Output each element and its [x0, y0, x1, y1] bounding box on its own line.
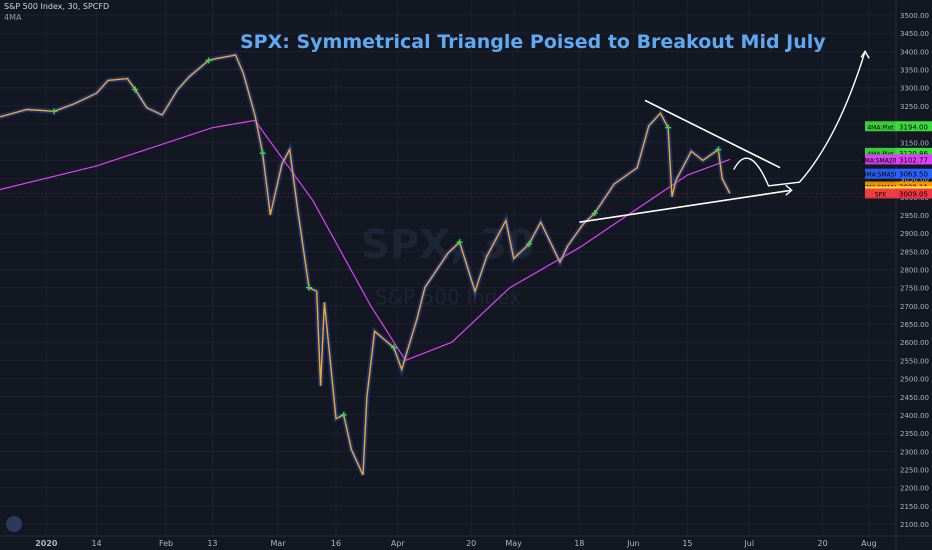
y-tick-label: 2800.00: [900, 267, 929, 275]
spx-price-line[interactable]: [0, 54, 731, 476]
signal-marker: [132, 86, 139, 93]
x-tick-label: 13: [207, 539, 217, 548]
price-label-value: 3194.00: [899, 123, 928, 131]
signal-marker: [715, 146, 722, 153]
y-tick-label: 3500.00: [900, 12, 929, 20]
y-tick-label: 2200.00: [900, 485, 929, 493]
x-tick-label: May: [505, 539, 522, 548]
signal-marker: [665, 124, 672, 131]
signal-marker: [591, 210, 598, 217]
price-label-name: 4MA:Plot: [867, 151, 894, 158]
x-tick-label: Apr: [391, 539, 406, 548]
price-label-name: 4MA:SMA200: [861, 157, 901, 164]
y-tick-label: 2750.00: [900, 285, 929, 293]
y-tick-label: 2950.00: [900, 212, 929, 220]
x-tick-label: 2020: [35, 539, 58, 548]
triangle-upper-trendline[interactable]: [644, 99, 781, 169]
price-value-box: [896, 168, 932, 179]
y-tick-label: 3300.00: [900, 85, 929, 93]
tradingview-logo-icon: [6, 516, 22, 532]
y-tick-label: 2150.00: [900, 503, 929, 511]
y-tick-label: 2600.00: [900, 339, 929, 347]
price-label-tag: [865, 154, 896, 165]
signal-marker: [340, 411, 347, 418]
y-tick-label: 2250.00: [900, 466, 929, 474]
price-label-tag: [865, 121, 896, 132]
price-label-name: SPX: [875, 191, 887, 198]
sma200-line[interactable]: [0, 119, 731, 362]
x-tick-label: 20: [466, 539, 476, 548]
price-label-value: 3009.05: [899, 190, 928, 198]
signal-marker: [456, 239, 463, 246]
y-tick-label: 3450.00: [900, 30, 929, 38]
y-tick-label: 2550.00: [900, 357, 929, 365]
projection-path[interactable]: [733, 51, 866, 187]
price-value-box: [896, 121, 932, 132]
y-tick-label: 2900.00: [900, 230, 929, 238]
y-tick-label: 3350.00: [900, 67, 929, 75]
signal-marker: [51, 108, 58, 115]
signal-marker: [259, 150, 266, 157]
x-tick-label: 20: [818, 539, 828, 548]
price-label-value: 3120.86: [899, 150, 928, 158]
y-tick-label: 2850.00: [900, 248, 929, 256]
signal-marker: [390, 344, 397, 351]
x-tick-label: 16: [331, 539, 341, 548]
price-label-name: 4MA:SMA50: [863, 172, 899, 179]
y-tick-label: 2700.00: [900, 303, 929, 311]
y-tick-label: 2300.00: [900, 448, 929, 456]
price-label-value: 3102.77: [899, 156, 928, 164]
y-tick-label: 2100.00: [900, 521, 929, 529]
y-tick-label: 3400.00: [900, 48, 929, 56]
y-tick-label: 2400.00: [900, 412, 929, 420]
y-tick-label: 2350.00: [900, 430, 929, 438]
chart-title: SPX: Symmetrical Triangle Poised to Brea…: [240, 31, 826, 53]
signal-marker: [305, 284, 312, 291]
y-tick-label: 3250.00: [900, 103, 929, 111]
x-tick-label: Jun: [626, 539, 640, 548]
x-tick-label: Aug: [861, 539, 877, 548]
price-label-tag: [865, 147, 896, 158]
indicator-name[interactable]: 4MA: [4, 13, 22, 22]
price-value-box: [896, 188, 932, 199]
triangle-lower-trendline[interactable]: [579, 189, 792, 223]
watermark-name: S&P 500 Index: [375, 285, 521, 309]
triangle-arrowhead: [785, 184, 793, 196]
price-value-box: [896, 154, 932, 165]
x-tick-label: Mar: [271, 539, 287, 548]
x-tick-label: Feb: [159, 539, 173, 548]
watermark-ticker: SPX, 30: [361, 222, 535, 268]
x-tick-label: 14: [91, 539, 101, 548]
y-tick-label: 2650.00: [900, 321, 929, 329]
x-tick-label: 15: [682, 539, 692, 548]
signal-marker: [526, 241, 533, 248]
x-tick-label: Jul: [743, 539, 754, 548]
x-tick-label: 18: [574, 539, 584, 548]
price-label-value: 3063.50: [899, 171, 928, 179]
y-tick-label: 3050.00: [900, 176, 929, 184]
y-tick-label: 2450.00: [900, 394, 929, 402]
price-value-box: [896, 147, 932, 158]
y-tick-label: 2500.00: [900, 376, 929, 384]
signal-marker: [205, 57, 212, 64]
projection-arrowhead: [860, 50, 870, 59]
price-label-name: 4MA:Plot: [867, 124, 894, 131]
symbol-header[interactable]: S&P 500 Index, 30, SPCFD: [4, 2, 110, 11]
price-label-tag: [865, 168, 896, 179]
y-tick-label: 3150.00: [900, 139, 929, 147]
price-label-tag: [865, 188, 896, 199]
